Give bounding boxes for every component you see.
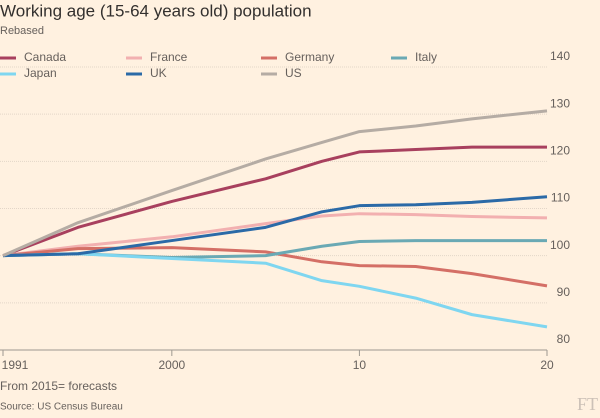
legend-label: Japan (24, 66, 57, 80)
legend-label: Germany (285, 50, 334, 64)
y-tick-label: 110 (551, 191, 570, 205)
legend-label: Canada (24, 50, 66, 64)
source: Source: US Census Bureau (0, 402, 123, 413)
series-line (2, 252, 548, 329)
y-tick-label: 120 (550, 144, 570, 158)
x-tick-label: 20 (540, 358, 554, 372)
legend-label: UK (150, 66, 167, 80)
y-tick-label: 100 (550, 238, 570, 252)
x-tick-label: 10 (353, 358, 367, 372)
series-line (2, 109, 548, 258)
series-line (2, 145, 547, 258)
y-tick-label: 130 (550, 96, 570, 110)
legend-label: US (285, 66, 302, 80)
y-tick-label: 140 (550, 49, 570, 63)
y-tick-label: 80 (557, 332, 571, 346)
x-tick-label: 1991 (2, 358, 29, 372)
y-tick-label: 90 (557, 285, 571, 299)
x-tick-label: 2000 (158, 358, 185, 372)
chart-title: Working age (15-64 years old) population (0, 1, 312, 20)
legend-label: France (150, 50, 188, 64)
note: From 2015= forecasts (0, 379, 117, 393)
logo: FT (577, 394, 598, 414)
series-line (2, 212, 548, 258)
chart-subtitle: Rebased (0, 25, 44, 37)
legend-label: Italy (415, 50, 437, 64)
series-line (2, 195, 548, 258)
